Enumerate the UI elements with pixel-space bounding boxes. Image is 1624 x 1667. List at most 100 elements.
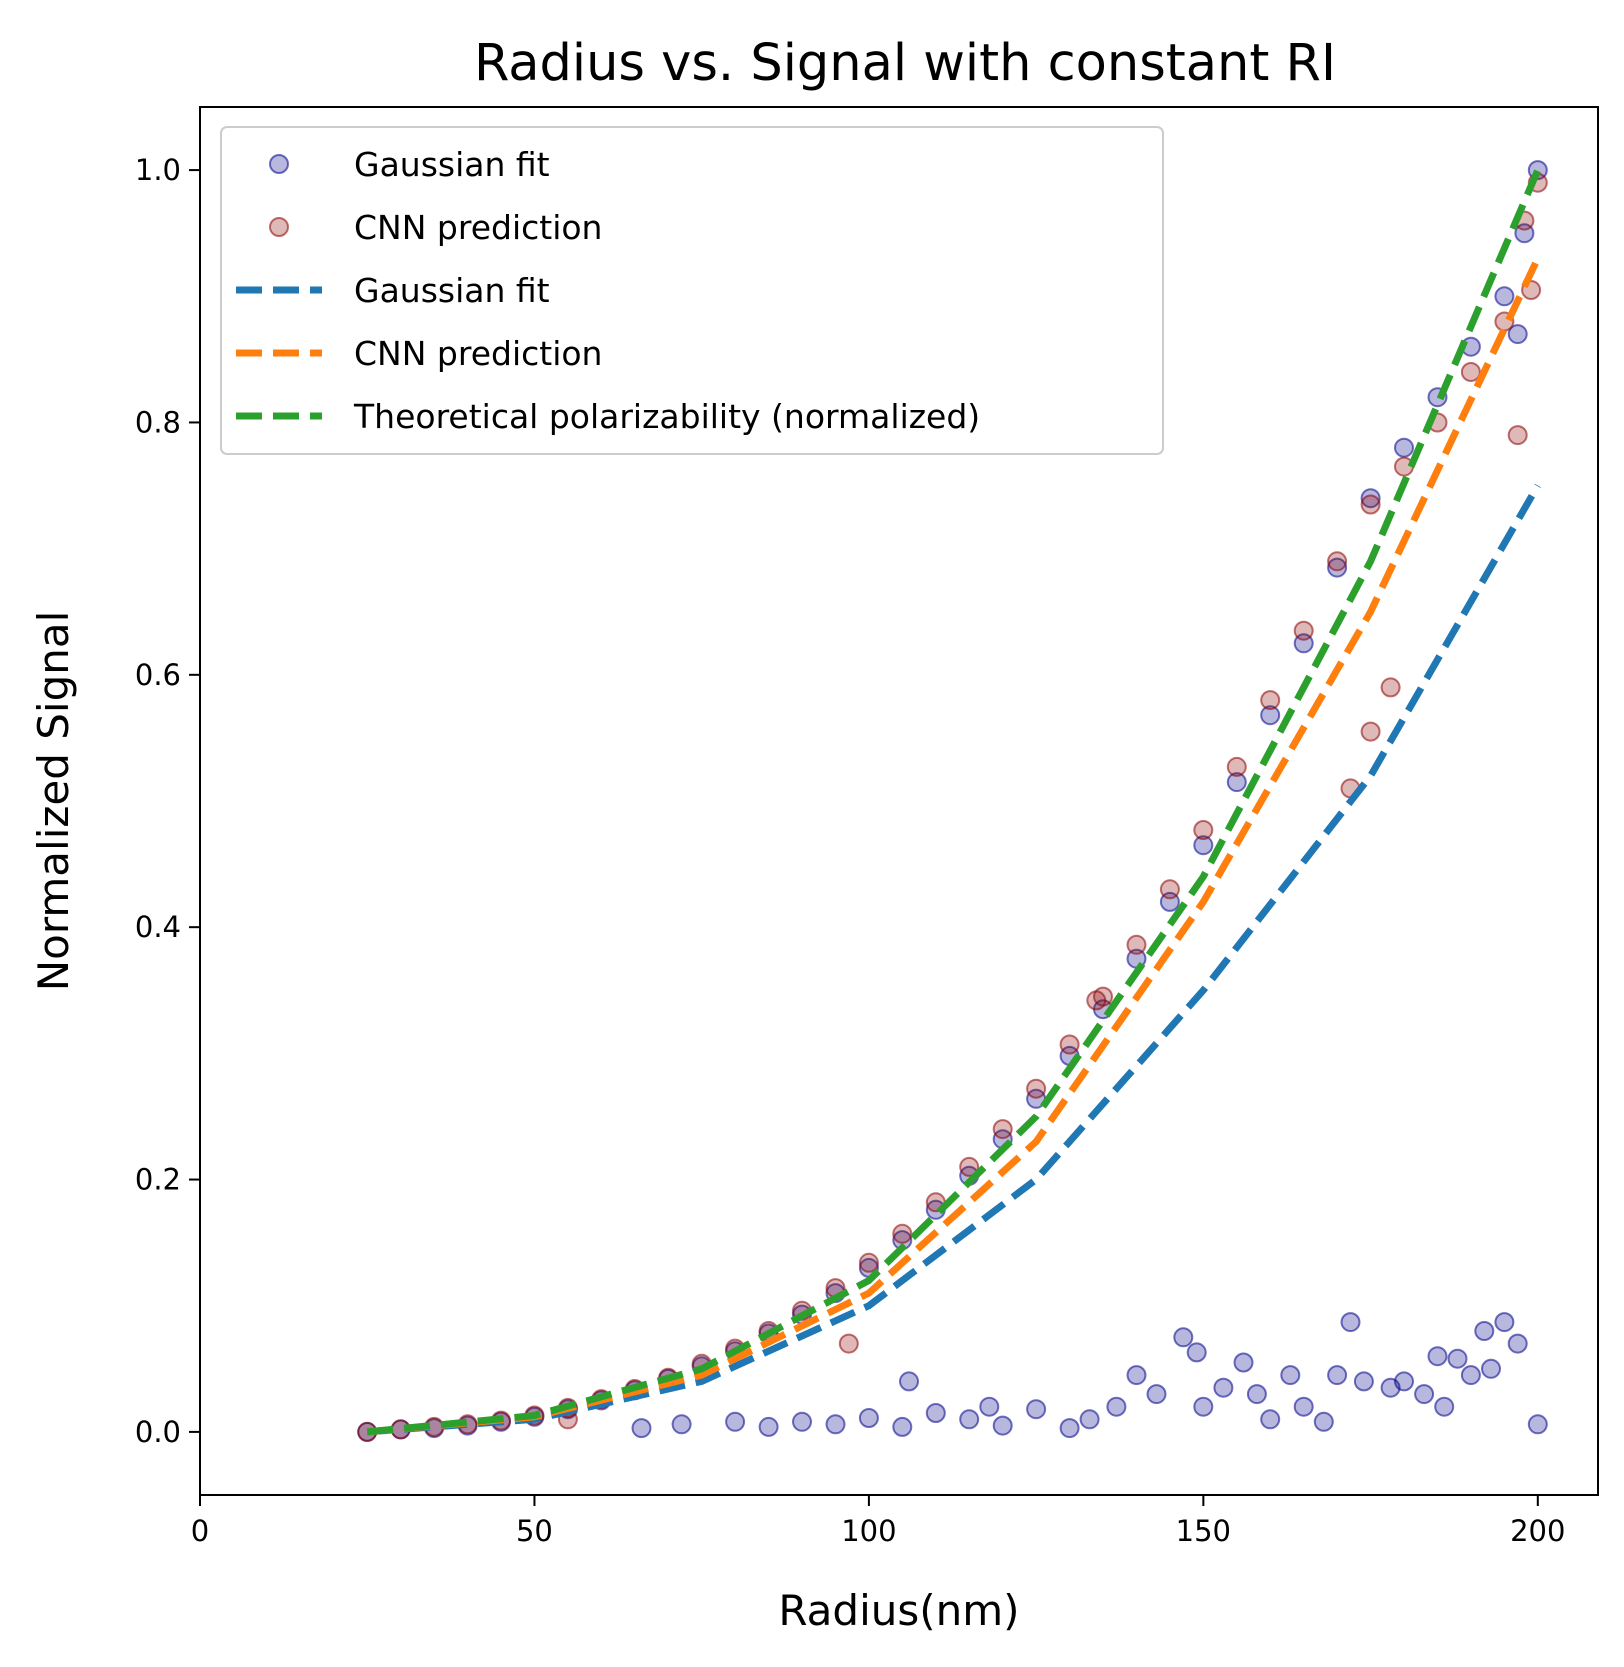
scatter-point (992, 1119, 1013, 1140)
scatter-point (1026, 1399, 1047, 1420)
scatter-point (825, 1414, 846, 1435)
plot-frame (199, 106, 1599, 1496)
scatter-point (758, 1416, 779, 1437)
scatter-point (1427, 1346, 1448, 1367)
scatter-point (1193, 820, 1214, 840)
scatter-point (1507, 425, 1528, 446)
legend-entry-label: Gaussian fit (354, 145, 550, 184)
chart-title: Radius vs. Signal with constant RI (474, 34, 1336, 93)
scatter-point (1026, 1078, 1047, 1099)
scatter-point (1327, 1365, 1348, 1386)
scatter-point (1380, 677, 1401, 698)
scatter-point (1193, 835, 1214, 856)
x-tick-label: 150 (1176, 1514, 1231, 1548)
scatter-point (1213, 1377, 1234, 1398)
scatter-point (1079, 1409, 1100, 1430)
scatter-point (1260, 705, 1281, 726)
scatter-point (1494, 1312, 1515, 1333)
legend-entry-label: Theoretical polarizability (normalized) (353, 397, 980, 436)
y-tick-label: 1.0 (135, 153, 181, 187)
scatter-point (1360, 488, 1381, 509)
scatter-point (858, 1408, 879, 1428)
scatter-point (1126, 1365, 1147, 1386)
legend: Gaussian fit CNN prediction Gaussian fit CN… (220, 126, 1164, 455)
axis-ticks: 0 50 100 150 200 0.0 0.2 0.4 0.6 0.8 1.0 (135, 153, 1566, 1548)
legend-box (220, 126, 1164, 455)
scatter-point (858, 1252, 879, 1273)
scatter-point (1186, 1342, 1207, 1363)
scatter-point (892, 1223, 913, 1244)
scatter-point (1507, 1333, 1528, 1354)
scatter-point (1353, 1371, 1374, 1392)
scatter-point (1106, 1396, 1127, 1417)
scatter-point (1293, 1396, 1314, 1417)
scatter-point (1226, 756, 1247, 777)
scatter-point (1146, 1384, 1167, 1405)
scatter-point (1086, 990, 1107, 1011)
scatter-point (1360, 494, 1381, 515)
x-axis-label: Radius(nm) (778, 1586, 1019, 1635)
scatter-point (1059, 1418, 1080, 1439)
scatter-point (1226, 772, 1247, 793)
scatter-point (838, 1333, 859, 1354)
scatter-point (1394, 437, 1414, 458)
legend-marker (269, 217, 289, 237)
legend-entry-label: CNN prediction (354, 334, 602, 373)
scatter-point (1481, 1358, 1501, 1379)
scatter-point (1434, 1396, 1455, 1417)
scatter-point (792, 1411, 812, 1432)
y-tick-label: 0.8 (135, 405, 181, 439)
scatter-point (992, 1415, 1013, 1436)
scatter-point (1173, 1327, 1194, 1348)
scatter-point (1260, 1409, 1281, 1430)
scatter-point (1327, 557, 1348, 578)
y-tick-label: 0.2 (135, 1163, 181, 1197)
legend-entry-label: Gaussian fit (354, 271, 550, 310)
scatter-point (725, 1411, 746, 1432)
scatter-point (959, 1156, 980, 1177)
scatter-point (1313, 1411, 1334, 1432)
scatter-point (1474, 1321, 1495, 1341)
scatter-point (1193, 1396, 1214, 1417)
scatter-point (1233, 1352, 1254, 1373)
x-tick-label: 100 (841, 1514, 896, 1548)
scatter-point (631, 1418, 652, 1439)
legend-entry-label: CNN prediction (354, 208, 602, 247)
scatter-point (1293, 620, 1314, 641)
scatter-point (1260, 690, 1281, 711)
scatter-point (671, 1414, 692, 1435)
scatter-point (1527, 1414, 1548, 1435)
scatter-point (1414, 1384, 1435, 1405)
scatter-point (1159, 879, 1180, 900)
scatter-point (1494, 286, 1515, 307)
fit-line-2 (366, 168, 1542, 1436)
scatter-point (1280, 1365, 1301, 1386)
y-tick-label: 0.4 (135, 910, 181, 944)
scatter-point (1460, 1365, 1481, 1386)
y-tick-label: 0.0 (135, 1415, 181, 1449)
scatter-point (892, 1416, 913, 1437)
legend-marker (269, 154, 289, 174)
plot-marks (357, 160, 1548, 1442)
x-tick-label: 0 (191, 1514, 209, 1548)
scatter-point (1507, 324, 1528, 345)
scatter-point (1447, 1348, 1468, 1369)
scatter-point (899, 1371, 919, 1392)
y-axis-label: Normalized Signal (29, 611, 78, 992)
scatter-point (979, 1396, 1000, 1417)
scatter-point (1360, 721, 1381, 742)
scatter-point (1394, 1371, 1414, 1392)
scatter-point (1340, 1312, 1361, 1333)
scatter-point (1246, 1384, 1267, 1405)
scatter-point (1059, 1034, 1080, 1055)
scatter-point (925, 1403, 946, 1423)
scatter-point (959, 1409, 980, 1430)
scatter-point (1460, 362, 1481, 382)
scatter-point (1126, 934, 1147, 955)
x-tick-label: 200 (1510, 1514, 1565, 1548)
scatter-point (1327, 551, 1348, 572)
y-tick-label: 0.6 (135, 658, 181, 692)
scatter-series-1 (357, 172, 1548, 1442)
x-tick-label: 50 (516, 1514, 553, 1548)
